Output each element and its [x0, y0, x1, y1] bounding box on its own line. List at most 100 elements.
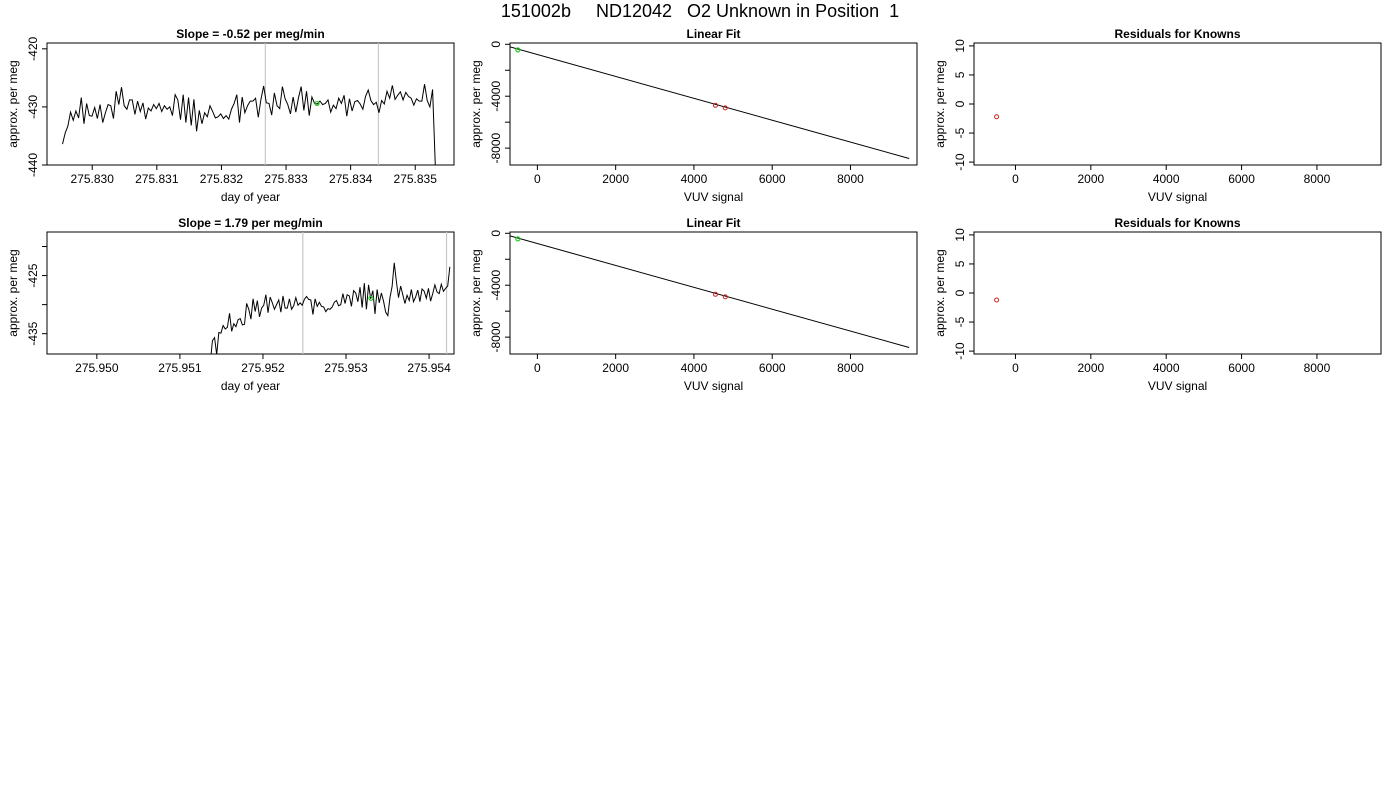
y-axis-label: approx. per meg [6, 60, 20, 147]
y-tick-label: -430 [26, 95, 40, 119]
x-tick-label: 275.835 [394, 172, 438, 186]
x-axis-label: VUV signal [684, 190, 743, 204]
y-tick-label: 5 [953, 260, 967, 267]
y-tick-label: 0 [489, 41, 503, 48]
x-tick-label: 8000 [1304, 361, 1331, 375]
y-axis-label: approx. per meg [6, 249, 20, 336]
y-axis-label: approx. per meg [933, 249, 947, 336]
page-title: 151002b ND12042 O2 Unknown in Position 1 [500, 1, 900, 21]
x-tick-label: 275.950 [75, 361, 119, 375]
y-tick-label: 0 [953, 100, 967, 107]
data-point-green [515, 47, 521, 53]
plot-area [62, 43, 436, 165]
y-tick-label: -435 [26, 321, 40, 345]
y-tick-label: -5 [953, 316, 967, 327]
x-tick-label: 8000 [1304, 172, 1331, 186]
panel-3: Residuals for Knowns 0 2000 4000 6000 8000 -10… [933, 27, 1382, 204]
x-axis-label: VUV signal [684, 379, 743, 393]
x-tick-label: 275.830 [71, 172, 115, 186]
data-point-red [712, 291, 718, 297]
x-axis-label: day of year [221, 379, 280, 393]
panel-title: Linear Fit [686, 27, 740, 41]
x-tick-label: 275.952 [241, 361, 285, 375]
y-tick-label: 0 [953, 289, 967, 296]
plot-frame [509, 231, 918, 355]
fit-line [510, 46, 910, 159]
panel-2: Linear Fit 0 2000 4000 6000 8000 0 -4000 -8000 VU… [469, 27, 918, 204]
y-tick-label: -8000 [489, 132, 503, 163]
x-tick-label: 8000 [837, 361, 864, 375]
data-point-red [712, 102, 718, 108]
y-tick-label: 5 [953, 71, 967, 78]
y-tick-label: -425 [26, 263, 40, 287]
x-tick-label: 4000 [681, 172, 708, 186]
x-tick-label: 2000 [1077, 361, 1104, 375]
plot-area [210, 232, 451, 354]
x-tick-label: 4000 [1153, 172, 1180, 186]
panel-6: Residuals for Knowns 0 2000 4000 6000 8000 -10… [933, 216, 1382, 393]
y-tick-label: 10 [953, 228, 967, 242]
x-tick-label: 275.954 [407, 361, 451, 375]
x-tick-label: 0 [534, 172, 541, 186]
panel-title: Linear Fit [686, 216, 740, 230]
y-axis-label: approx. per meg [469, 60, 483, 147]
panel-title: Slope = 1.79 per meg/min [178, 216, 322, 230]
x-axis-label: VUV signal [1148, 379, 1207, 393]
y-tick-label: -440 [26, 153, 40, 177]
x-tick-label: 6000 [759, 361, 786, 375]
x-tick-label: 275.833 [264, 172, 308, 186]
panel-title: Slope = -0.52 per meg/min [176, 27, 324, 41]
x-tick-label: 275.831 [135, 172, 179, 186]
x-axis-label: VUV signal [1148, 190, 1207, 204]
fit-line [510, 235, 910, 348]
x-tick-label: 275.834 [329, 172, 373, 186]
data-point-red [994, 114, 1000, 120]
marker-point [368, 295, 374, 301]
plot-area [510, 46, 910, 159]
x-tick-label: 6000 [1228, 172, 1255, 186]
panel-4: Slope = 1.79 per meg/min 275.950 275.951 27… [6, 216, 455, 393]
x-tick-label: 0 [1012, 361, 1019, 375]
x-tick-label: 6000 [759, 172, 786, 186]
x-tick-label: 4000 [681, 361, 708, 375]
panel-1: Slope = -0.52 per meg/min 275.830 275.831 2… [6, 27, 455, 204]
data-series-line [62, 84, 436, 165]
panel-title: Residuals for Knowns [1114, 216, 1240, 230]
y-axis-label: approx. per meg [933, 60, 947, 147]
x-tick-label: 4000 [1153, 361, 1180, 375]
x-tick-label: 275.832 [200, 172, 244, 186]
data-point-red [722, 294, 728, 300]
x-tick-label: 0 [534, 361, 541, 375]
x-tick-label: 2000 [602, 361, 629, 375]
data-point-green [515, 236, 521, 242]
x-tick-label: 6000 [1228, 361, 1255, 375]
plot-frame [973, 42, 1382, 166]
plot-frame [46, 231, 455, 355]
panel-5: Linear Fit 0 2000 4000 6000 8000 0 -4000 -8000 VU… [469, 216, 918, 393]
x-tick-label: 2000 [1077, 172, 1104, 186]
y-tick-label: -420 [26, 36, 40, 60]
x-tick-label: 275.953 [324, 361, 368, 375]
y-tick-label: 10 [953, 39, 967, 53]
plot-area [994, 297, 1000, 303]
x-axis-label: day of year [221, 190, 280, 204]
y-tick-label: -4000 [489, 81, 503, 112]
x-tick-label: 2000 [602, 172, 629, 186]
marker-point [314, 100, 320, 107]
plot-frame [973, 231, 1382, 355]
x-tick-label: 275.951 [158, 361, 202, 375]
data-point-red [994, 297, 1000, 303]
plot-area [510, 235, 910, 348]
plot-area [994, 114, 1000, 120]
y-axis-label: approx. per meg [469, 249, 483, 336]
y-tick-label: -10 [953, 153, 967, 171]
y-tick-label: -4000 [489, 270, 503, 301]
data-point-red [722, 105, 728, 111]
panel-title: Residuals for Knowns [1114, 27, 1240, 41]
y-tick-label: -8000 [489, 321, 503, 352]
x-tick-label: 0 [1012, 172, 1019, 186]
plot-frame [509, 42, 918, 166]
y-tick-label: -10 [953, 342, 967, 360]
x-tick-label: 8000 [837, 172, 864, 186]
